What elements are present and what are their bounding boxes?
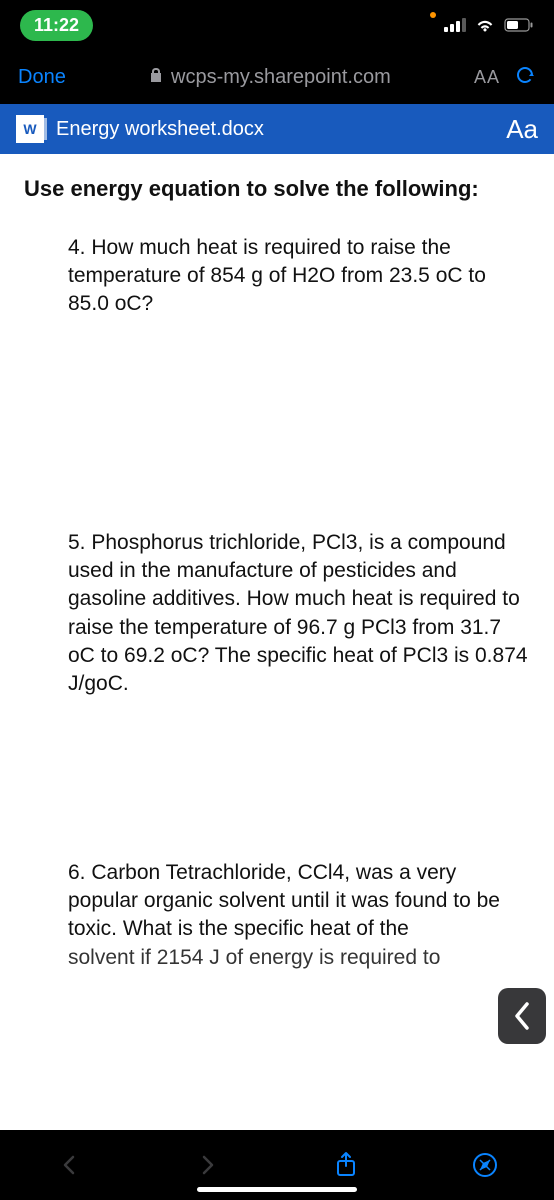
text-size-button[interactable]: AA [474, 67, 500, 88]
question-6: 6. Carbon Tetrachloride, CCl4, was a ver… [24, 859, 530, 972]
back-button[interactable] [49, 1145, 89, 1185]
battery-icon [504, 18, 534, 32]
refresh-icon[interactable] [514, 64, 536, 91]
question-6-text: 6. Carbon Tetrachloride, CCl4, was a ver… [68, 861, 500, 941]
status-icons [430, 17, 534, 33]
question-4: 4. How much heat is required to raise th… [24, 234, 530, 319]
share-button[interactable] [326, 1145, 366, 1185]
recording-indicator-icon [430, 12, 436, 18]
home-indicator[interactable] [197, 1187, 357, 1192]
url-text: wcps-my.sharepoint.com [171, 66, 391, 89]
time-pill[interactable]: 11:22 [20, 10, 93, 41]
done-button[interactable]: Done [18, 66, 66, 89]
document-header: W Energy worksheet.docx Aa [0, 104, 554, 154]
document-content: Use energy equation to solve the followi… [0, 154, 554, 972]
safari-icon[interactable] [465, 1145, 505, 1185]
screen: 11:22 Done wcps-my.sharepoint.com AA [0, 0, 554, 1200]
question-5: 5. Phosphorus trichloride, PCl3, is a co… [24, 529, 530, 699]
wifi-icon [474, 17, 496, 33]
browser-address-bar: Done wcps-my.sharepoint.com AA [0, 50, 554, 104]
forward-button[interactable] [188, 1145, 228, 1185]
section-heading: Use energy equation to solve the followi… [24, 174, 530, 204]
word-app-icon: W [16, 115, 44, 143]
document-viewport[interactable]: Use energy equation to solve the followi… [0, 154, 554, 1130]
scroll-left-button[interactable] [498, 988, 546, 1044]
reader-mode-button[interactable]: Aa [506, 114, 538, 145]
url-display[interactable]: wcps-my.sharepoint.com [80, 66, 460, 89]
document-title: Energy worksheet.docx [56, 118, 494, 141]
status-bar: 11:22 [0, 0, 554, 50]
question-6-cutoff: solvent if 2154 J of energy is required … [68, 946, 440, 969]
lock-icon [149, 66, 163, 89]
cellular-signal-icon [444, 18, 466, 32]
